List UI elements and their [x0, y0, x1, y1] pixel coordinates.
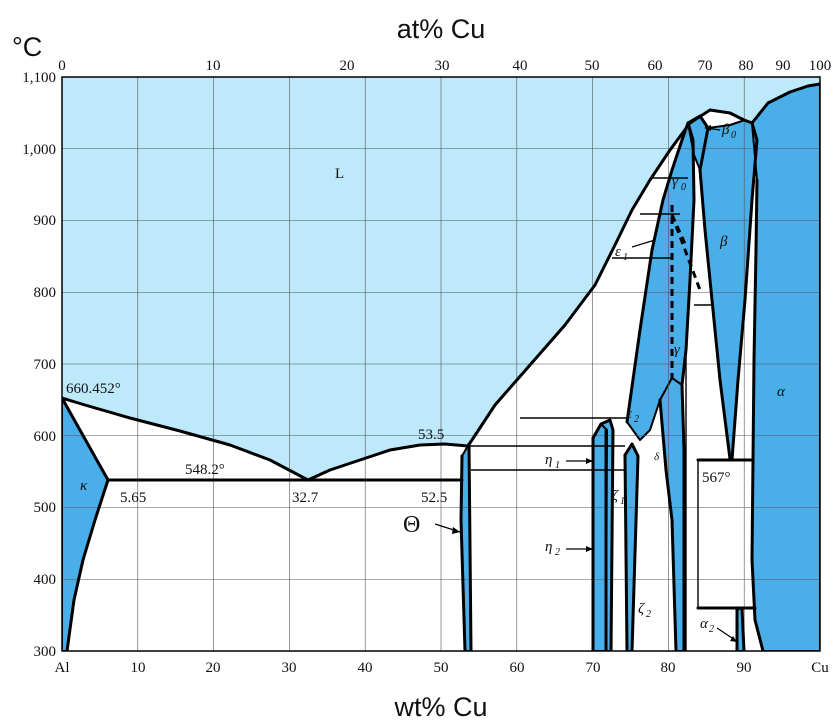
zeta2-label: ζ 2 — [638, 601, 651, 620]
top-tick-80: 80 — [739, 58, 754, 74]
y-tick-300: 300 — [34, 644, 57, 660]
theta-symbol: Θ — [403, 512, 420, 538]
gamma1-label: γ 1 — [674, 342, 688, 361]
alpha2-symbol: α — [700, 616, 709, 632]
kappa-label: κ — [80, 478, 88, 494]
beta0-subscript: 0 — [731, 130, 736, 141]
bottom-tick-80: 80 — [661, 660, 676, 676]
alpha-phase-region — [751, 83, 820, 651]
gamma1-symbol: γ — [674, 342, 681, 358]
epsilon2-label: ε 2 — [626, 406, 639, 425]
gamma1-subscript: 1 — [683, 350, 688, 361]
y-tick-700: 700 — [34, 357, 57, 373]
top-tick-30: 30 — [435, 58, 450, 74]
bottom-tick-90: 90 — [737, 660, 752, 676]
beta-eutectoid-label: 567° — [702, 470, 731, 486]
top-tick-90: 90 — [776, 58, 791, 74]
beta0-label: β 0 — [704, 122, 736, 141]
alpha2-subscript: 2 — [709, 624, 714, 635]
al-melting-label: 660.452° — [66, 381, 121, 397]
top-tick-50: 50 — [585, 58, 600, 74]
y-tick-900: 900 — [34, 213, 57, 229]
eta2-label: η 2 — [545, 539, 593, 558]
y-axis-unit: °C — [12, 32, 42, 62]
eta1-subscript: 1 — [555, 460, 560, 471]
top-axis-title: at% Cu — [397, 14, 486, 44]
theta-liquidus-label: 53.5 — [418, 427, 444, 443]
bottom-tick-60: 60 — [510, 660, 525, 676]
bottom-tick-30: 30 — [282, 660, 297, 676]
bottom-tick-al: Al — [55, 660, 70, 676]
theta-solidus-label: 52.5 — [421, 490, 447, 506]
bottom-tick-10: 10 — [131, 660, 146, 676]
alpha-label: α — [777, 384, 786, 400]
eta2-symbol: η — [545, 539, 552, 555]
phase-boundaries — [62, 82, 820, 651]
eta1-symbol: η — [545, 452, 552, 468]
gamma0-label: γ 0 — [672, 174, 686, 193]
epsilon1-label: ε 1 — [615, 239, 656, 263]
epsilon1-subscript: 1 — [623, 252, 628, 263]
bottom-tick-cu: Cu — [811, 660, 829, 676]
eta1-label: η 1 — [545, 452, 593, 471]
top-tick-20: 20 — [340, 58, 355, 74]
epsilon2-subscript: 2 — [634, 414, 639, 425]
zeta2-symbol: ζ — [638, 601, 645, 617]
zeta1-subscript: 1 — [620, 496, 625, 507]
eutectic-comp-label: 32.7 — [292, 490, 319, 506]
bottom-tick-50: 50 — [434, 660, 449, 676]
alpha2-label: α 2 — [700, 616, 737, 642]
plot-frame — [61, 76, 821, 652]
y-tick-1000: 1,000 — [22, 142, 56, 158]
bottom-tick-70: 70 — [586, 660, 601, 676]
bottom-tick-40: 40 — [358, 660, 373, 676]
zeta1-symbol: ζ — [612, 488, 619, 504]
bottom-ticks: Al 10 20 30 40 50 60 70 80 90 Cu — [55, 660, 830, 676]
kappa-solubility-label: 5.65 — [120, 490, 146, 506]
liquid-label: L — [335, 166, 344, 182]
y-tick-1100: 1,100 — [22, 70, 56, 86]
top-tick-70: 70 — [698, 58, 713, 74]
y-tick-800: 800 — [34, 285, 57, 301]
top-ticks: 0 10 20 30 40 50 60 70 80 90 100 — [58, 58, 831, 74]
top-tick-60: 60 — [648, 58, 663, 74]
y-tick-500: 500 — [34, 500, 57, 516]
bottom-axis-title: wt% Cu — [393, 692, 487, 722]
gamma0-symbol: γ — [672, 174, 679, 190]
top-tick-10: 10 — [206, 58, 221, 74]
zeta2-subscript: 2 — [646, 609, 651, 620]
y-tick-400: 400 — [34, 572, 57, 588]
top-tick-100: 100 — [809, 58, 832, 74]
bottom-tick-20: 20 — [206, 660, 221, 676]
gamma0-subscript: 0 — [681, 182, 686, 193]
y-ticks: 300 400 500 600 700 800 900 1,000 1,100 — [22, 70, 56, 660]
zeta1-label: ζ 1 — [612, 488, 625, 507]
eutectic-temp-label: 548.2° — [185, 462, 225, 478]
delta-label: δ — [654, 451, 660, 463]
epsilon2-symbol: ε — [626, 406, 632, 422]
eta2-subscript: 2 — [555, 547, 560, 558]
beta-label: β — [719, 234, 728, 250]
theta-label: Θ — [403, 512, 461, 538]
y-tick-600: 600 — [34, 429, 57, 445]
beta0-symbol: β — [721, 122, 730, 138]
top-tick-40: 40 — [513, 58, 528, 74]
epsilon1-symbol: ε — [615, 244, 621, 260]
top-tick-0: 0 — [58, 58, 66, 74]
